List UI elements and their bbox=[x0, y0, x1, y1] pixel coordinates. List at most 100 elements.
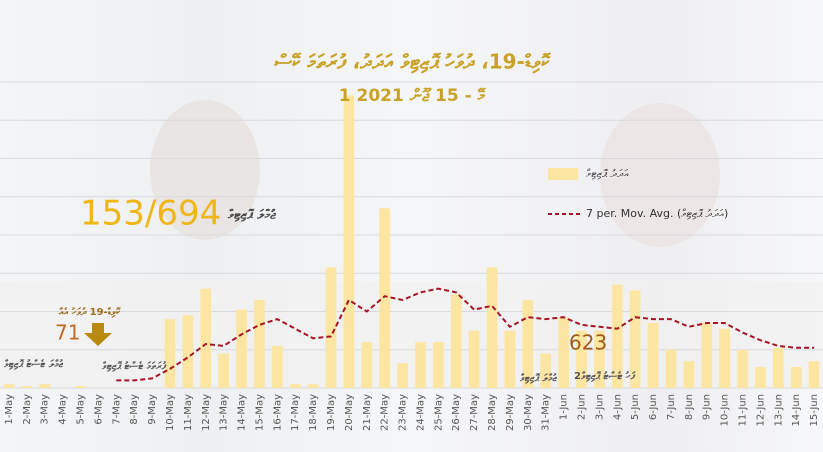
x-tick-label: 10-Jun bbox=[720, 394, 731, 427]
bar bbox=[289, 384, 301, 388]
legend-label: 7 per. Mov. Avg. (އަދަދު ޕޮޒިޓިވް) bbox=[586, 207, 728, 220]
backdrop-figure bbox=[600, 103, 720, 247]
x-tick-label: 12-Jun bbox=[755, 394, 766, 427]
x-tick-label: 15-Jun bbox=[809, 394, 820, 427]
bar bbox=[558, 317, 569, 388]
bar bbox=[254, 300, 265, 388]
bar bbox=[737, 349, 748, 388]
x-tick-label: 2-May bbox=[22, 394, 33, 425]
bar bbox=[504, 330, 516, 388]
chart-subtitle: 1 މޭ - 15 ޖޫން 2021 bbox=[339, 86, 486, 106]
x-tick-label: 5-Jun bbox=[630, 394, 641, 420]
x-tick-label: 11-May bbox=[183, 394, 194, 431]
mid-caption: 2ފަހު ޓެސްޓު ޕޮޒިޓިވް bbox=[574, 370, 636, 382]
bar bbox=[790, 366, 802, 388]
bar bbox=[665, 349, 677, 388]
x-tick-label: 18-May bbox=[308, 394, 319, 431]
bar bbox=[593, 330, 605, 388]
bar bbox=[75, 386, 86, 388]
bar bbox=[683, 361, 695, 388]
x-tick-label: 4-Jun bbox=[612, 394, 623, 420]
bar bbox=[629, 290, 641, 388]
x-tick-label: 31-May bbox=[541, 394, 552, 431]
total-label: 153/694 bbox=[80, 194, 221, 234]
x-tick-label: 23-May bbox=[398, 394, 409, 431]
x-tick-label: 7-Jun bbox=[666, 394, 677, 420]
x-tick-label: 16-May bbox=[272, 394, 283, 431]
bar bbox=[808, 361, 820, 388]
x-tick-label: 8-Jun bbox=[684, 394, 695, 420]
x-tick-label: 20-May bbox=[344, 394, 355, 431]
x-tick-label: 11-Jun bbox=[737, 394, 748, 427]
x-tick-label: 10-May bbox=[165, 394, 176, 431]
bar bbox=[361, 342, 373, 388]
x-tick-label: 25-May bbox=[433, 394, 444, 431]
bar bbox=[325, 267, 337, 388]
mid-caption: ޖުމްލަ ޕޮޒިޓިވް bbox=[519, 372, 557, 384]
bar bbox=[647, 322, 659, 388]
x-tick-label: 19-May bbox=[326, 394, 337, 431]
bar bbox=[379, 208, 391, 388]
bar bbox=[397, 363, 408, 388]
legend-swatch-bar bbox=[548, 168, 578, 180]
bar bbox=[611, 284, 623, 388]
mid-label: 623 bbox=[569, 331, 607, 355]
backdrop-table bbox=[0, 282, 823, 388]
bar bbox=[755, 366, 766, 388]
x-tick-label: 21-May bbox=[362, 394, 373, 431]
arrow-icon bbox=[84, 323, 112, 346]
bar bbox=[218, 353, 230, 388]
bar bbox=[772, 347, 784, 388]
bar bbox=[307, 384, 319, 388]
x-tick-label: 24-May bbox=[415, 394, 426, 431]
bar bbox=[450, 294, 462, 388]
first-caption: ކޮވިޑް-19 ދުވަހު އެއް bbox=[58, 306, 122, 318]
bar bbox=[164, 319, 176, 388]
x-tick-label: 5-May bbox=[76, 394, 87, 425]
bar bbox=[271, 345, 283, 388]
x-tick-label: 27-May bbox=[469, 394, 480, 431]
total-caption: ޖުމްލަ ޕޮޒިޓިވް bbox=[227, 208, 276, 223]
x-tick-label: 26-May bbox=[451, 394, 462, 431]
bar bbox=[182, 315, 194, 388]
left-caption: ޖުމްލަ ޓެސްޓު ޕޮޒިޓިވް bbox=[3, 358, 64, 370]
x-tick-label: 14-May bbox=[237, 394, 248, 431]
x-tick-label: 29-May bbox=[505, 394, 516, 431]
bar bbox=[415, 342, 426, 388]
bar bbox=[236, 309, 247, 388]
bar bbox=[719, 328, 730, 388]
x-tick-label: 14-Jun bbox=[791, 394, 802, 427]
first-label: 71 bbox=[55, 321, 80, 345]
legend-label: އަދަދު ޕޮޒިޓިވް bbox=[586, 167, 629, 180]
bar bbox=[39, 384, 51, 388]
bar bbox=[468, 330, 480, 388]
bar bbox=[200, 288, 212, 388]
x-tick-label: 2-Jun bbox=[576, 394, 587, 420]
bar bbox=[21, 386, 33, 388]
x-tick-label: 4-May bbox=[58, 394, 69, 425]
x-tick-label: 7-May bbox=[111, 394, 122, 425]
x-tick-label: 6-Jun bbox=[648, 394, 659, 420]
left-caption: ފުރަތަމަ ޓެސްޓު ޕޮޒިޓިވް bbox=[101, 360, 167, 372]
chart-title: ކޮވިޑް-19، ދުވަހު ޕޮޒިޓިވް އަދަދު، ފުރަތ… bbox=[274, 50, 552, 75]
x-tick-label: 15-May bbox=[254, 394, 265, 431]
x-tick-label: 30-May bbox=[523, 394, 534, 431]
x-tick-label: 22-May bbox=[380, 394, 391, 431]
moving-average-line bbox=[116, 287, 815, 382]
x-tick-label: 1-May bbox=[4, 394, 15, 425]
backdrop-figure bbox=[150, 100, 260, 240]
x-tick-label: 17-May bbox=[290, 394, 301, 431]
bar bbox=[576, 330, 587, 388]
bar bbox=[486, 267, 498, 388]
bar bbox=[3, 384, 15, 388]
x-tick-label: 9-May bbox=[147, 394, 158, 425]
x-tick-label: 6-May bbox=[93, 394, 104, 425]
x-tick-label: 28-May bbox=[487, 394, 498, 431]
bar bbox=[701, 322, 713, 388]
x-tick-label: 13-May bbox=[219, 394, 230, 431]
x-tick-label: 3-May bbox=[40, 394, 51, 425]
bar bbox=[343, 95, 355, 388]
x-tick-label: 3-Jun bbox=[594, 394, 605, 420]
bar bbox=[522, 300, 534, 388]
bar bbox=[432, 342, 444, 388]
